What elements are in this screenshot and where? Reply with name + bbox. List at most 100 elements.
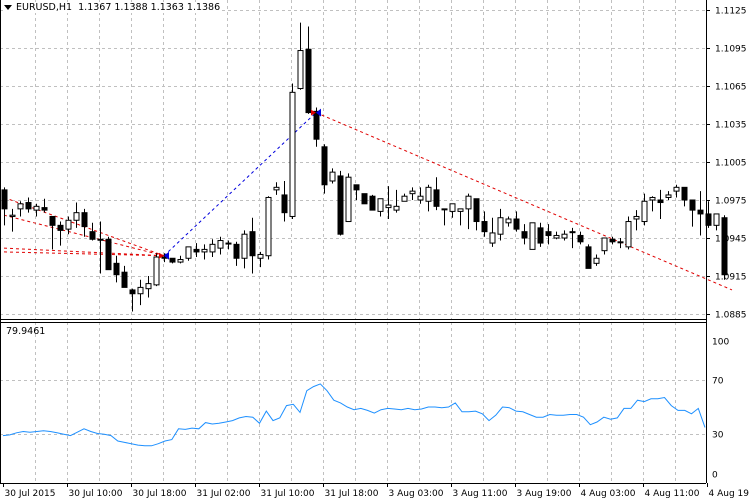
candle <box>274 182 279 195</box>
candle <box>282 181 287 222</box>
candle <box>170 258 175 263</box>
candle <box>490 218 495 247</box>
candle <box>474 199 479 231</box>
candle <box>114 256 119 283</box>
candle <box>210 239 215 257</box>
indicator-tick-label: 70 <box>712 377 724 387</box>
candle <box>290 83 295 219</box>
candle <box>258 252 263 267</box>
candle <box>602 238 607 254</box>
candle <box>458 209 463 225</box>
time-tick-label: 4 Aug 03:00 <box>581 489 636 499</box>
candle <box>202 244 207 259</box>
candle <box>466 194 471 229</box>
indicator-grid <box>0 322 706 483</box>
candle <box>370 195 375 210</box>
candlesticks <box>2 23 727 312</box>
candle <box>226 241 231 250</box>
indicator-value: 79.9461 <box>6 326 45 337</box>
candle <box>346 173 351 221</box>
candle <box>82 209 87 237</box>
candle <box>434 177 439 210</box>
candle <box>218 237 223 255</box>
ohlc-values: 1.1367 1.1388 1.1363 1.1386 <box>78 2 220 13</box>
candle <box>234 242 239 266</box>
candle <box>586 244 591 268</box>
time-tick-label: 30 Jul 18:00 <box>133 489 187 499</box>
time-tick-label: 31 Jul 18:00 <box>325 489 379 499</box>
candle <box>50 216 55 249</box>
candle <box>330 168 335 183</box>
candle <box>658 190 663 219</box>
candle <box>642 194 647 226</box>
candle <box>546 224 551 244</box>
candle <box>634 210 639 230</box>
indicator-tick-label: 100 <box>712 338 729 348</box>
candle <box>522 224 527 244</box>
candle <box>498 209 503 241</box>
candle <box>154 253 159 286</box>
candle <box>2 187 7 225</box>
price-axis[interactable]: 1.11251.10951.10651.10351.10051.09751.09… <box>706 7 747 321</box>
indicator-tick-label: 0 <box>712 471 718 481</box>
time-tick-label: 3 Aug 19:00 <box>517 489 572 499</box>
candle <box>58 222 63 246</box>
candle <box>362 194 367 204</box>
candle <box>130 289 135 312</box>
price-tick-label: 1.1065 <box>715 83 747 93</box>
candle <box>338 171 343 236</box>
price-grid <box>0 0 706 319</box>
candle <box>386 186 391 219</box>
red-trendline[interactable] <box>4 252 164 256</box>
candle <box>322 144 327 193</box>
chart-header: EURUSD,H1 1.1367 1.1388 1.1363 1.1386 <box>4 2 222 13</box>
candle <box>594 254 599 265</box>
candle <box>618 238 623 248</box>
candle <box>26 197 31 212</box>
candle <box>410 187 415 200</box>
time-tick-label: 3 Aug 03:00 <box>389 489 444 499</box>
price-tick-label: 1.0975 <box>715 197 747 207</box>
candle <box>442 209 447 225</box>
candle <box>122 266 127 288</box>
candle <box>354 185 359 200</box>
price-tick-label: 1.1035 <box>715 121 747 131</box>
candle <box>578 232 583 245</box>
candle <box>106 237 111 270</box>
candle <box>34 204 39 217</box>
time-tick-label: 4 Aug 11:00 <box>645 489 700 499</box>
candle <box>714 214 719 230</box>
symbol-label: EURUSD,H1 <box>16 2 72 13</box>
candle <box>722 215 727 280</box>
candle <box>418 187 423 203</box>
candle <box>298 23 303 90</box>
candle <box>306 26 311 113</box>
candle <box>530 223 535 250</box>
candle <box>402 194 407 202</box>
candle <box>698 191 703 235</box>
time-tick-label: 3 Aug 11:00 <box>453 489 508 499</box>
candle <box>178 256 183 264</box>
dropdown-triangle-icon[interactable] <box>4 5 12 10</box>
candle <box>242 230 247 268</box>
candle <box>626 216 631 249</box>
trendlines[interactable] <box>4 113 732 290</box>
candle <box>690 200 695 227</box>
price-tick-label: 1.1125 <box>715 7 747 17</box>
candle <box>138 280 143 305</box>
candle <box>562 230 567 240</box>
candle <box>650 196 655 211</box>
candle <box>426 185 431 212</box>
time-tick-label: 30 Jul 2015 <box>5 489 56 499</box>
candle <box>674 185 679 198</box>
candle <box>394 190 399 213</box>
candle <box>10 209 15 232</box>
candle <box>538 223 543 247</box>
candle <box>482 211 487 236</box>
price-tick-label: 1.1095 <box>715 45 747 55</box>
candle <box>194 243 199 257</box>
